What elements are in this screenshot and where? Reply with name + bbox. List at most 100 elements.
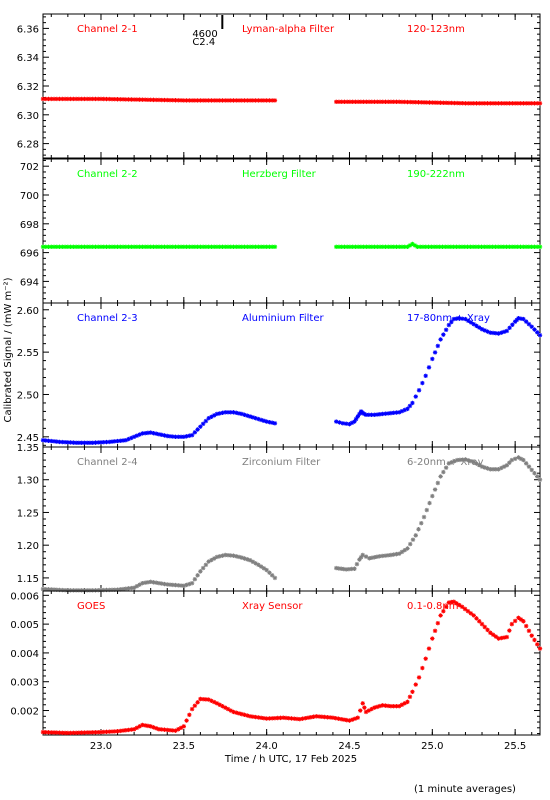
data-point xyxy=(184,718,189,723)
data-point xyxy=(407,243,413,248)
data-point xyxy=(154,431,159,436)
data-point xyxy=(112,97,117,102)
data-point xyxy=(43,438,48,443)
data-point xyxy=(57,96,62,102)
data-point xyxy=(62,730,68,736)
data-point xyxy=(68,244,73,250)
data-point xyxy=(286,716,291,721)
data-point xyxy=(493,467,499,472)
data-point xyxy=(347,244,353,250)
data-point xyxy=(303,716,308,721)
data-point xyxy=(427,100,432,105)
data-point xyxy=(198,569,203,574)
data-point xyxy=(148,724,153,729)
data-point xyxy=(394,99,399,105)
data-point xyxy=(120,586,126,592)
data-point xyxy=(504,101,510,106)
data-point xyxy=(316,714,322,719)
data-point xyxy=(441,608,446,614)
data-point xyxy=(438,474,443,479)
data-point xyxy=(98,440,104,445)
y-tick-label: 6.32 xyxy=(17,82,39,93)
data-point xyxy=(62,588,68,593)
data-point xyxy=(145,430,151,436)
data-point xyxy=(46,244,51,250)
data-point xyxy=(330,715,336,720)
y-tick-label: 694 xyxy=(20,277,39,288)
band-label: 120-123nm xyxy=(407,24,465,35)
data-point xyxy=(364,99,369,105)
data-point xyxy=(247,714,253,719)
data-point xyxy=(258,564,264,569)
data-point xyxy=(137,582,142,587)
data-point xyxy=(537,646,543,651)
data-point xyxy=(526,101,532,106)
data-point xyxy=(380,99,385,105)
channel-label: GOES xyxy=(77,601,105,612)
data-point xyxy=(499,635,504,641)
data-point xyxy=(51,587,57,592)
data-point xyxy=(501,635,507,640)
data-point xyxy=(250,559,256,564)
data-point xyxy=(459,244,465,250)
data-point xyxy=(424,507,429,513)
data-point xyxy=(104,96,109,102)
data-point xyxy=(340,421,346,426)
data-point xyxy=(214,98,220,103)
data-point xyxy=(343,421,349,426)
data-point xyxy=(341,566,346,572)
series-2 xyxy=(334,241,543,250)
data-point xyxy=(457,244,462,250)
data-point xyxy=(173,98,178,103)
data-point xyxy=(250,244,256,250)
data-point xyxy=(76,730,82,735)
y-tick-label: 2.55 xyxy=(17,348,39,359)
data-point xyxy=(456,316,462,321)
data-point xyxy=(82,244,87,250)
y-tick-label: 6.36 xyxy=(17,24,39,35)
data-point xyxy=(272,715,278,721)
y-tick-label: 0.006 xyxy=(10,591,39,602)
data-point xyxy=(68,730,73,736)
data-point xyxy=(485,627,490,633)
panel-frame xyxy=(42,590,541,736)
data-point xyxy=(459,604,465,610)
data-point xyxy=(62,244,68,250)
data-point xyxy=(465,608,471,614)
x-tick-label: 24.5 xyxy=(338,741,360,752)
data-point xyxy=(159,97,164,103)
data-point xyxy=(200,565,206,571)
data-point xyxy=(421,100,427,105)
data-point xyxy=(54,587,60,592)
data-point xyxy=(154,97,159,103)
data-point xyxy=(90,440,95,445)
y-tick-label: 702 xyxy=(20,162,39,173)
data-point xyxy=(488,101,493,106)
data-point xyxy=(82,440,87,445)
data-point xyxy=(366,99,372,105)
data-point xyxy=(407,694,413,700)
data-point xyxy=(413,682,418,687)
data-point xyxy=(234,98,239,103)
data-point xyxy=(355,244,361,250)
data-point xyxy=(101,244,106,250)
data-point xyxy=(187,433,192,438)
data-point xyxy=(43,730,48,735)
data-point xyxy=(73,96,79,102)
data-point xyxy=(430,356,435,362)
data-point xyxy=(134,244,140,250)
data-point xyxy=(87,730,93,735)
data-point xyxy=(264,244,269,250)
data-point xyxy=(485,329,490,334)
y-tick-label: 1.25 xyxy=(17,508,39,519)
data-point xyxy=(223,98,228,103)
panel-3: 2.45 2.50 2.55 2.60 Channel 2-3 Aluminium Fil… xyxy=(17,302,543,448)
band-label: 0.1-0.8nm xyxy=(407,601,459,612)
y-tick-label: 0.002 xyxy=(10,707,39,718)
data-point xyxy=(415,244,420,250)
data-point xyxy=(154,726,159,731)
data-point xyxy=(363,554,369,559)
data-point xyxy=(120,97,126,102)
data-point xyxy=(452,458,457,464)
data-point xyxy=(529,324,534,329)
